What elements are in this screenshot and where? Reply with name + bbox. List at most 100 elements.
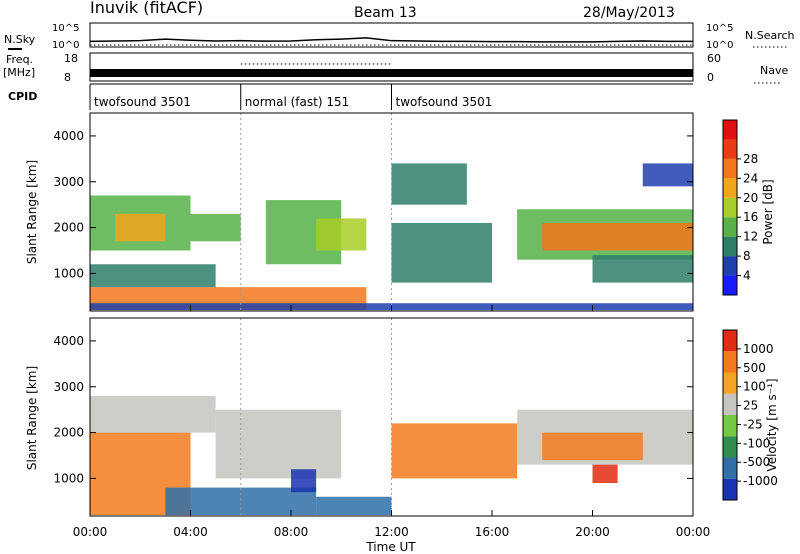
power-colorbar-swatch-1 bbox=[723, 256, 737, 276]
power-yticks: 1000 2000 3000 4000 bbox=[53, 129, 693, 280]
nave-label: Nave bbox=[760, 64, 788, 77]
freq-tick-low: 8 bbox=[64, 71, 71, 84]
freq-label: Freq. bbox=[6, 53, 33, 66]
nave-tick-low: 0 bbox=[707, 71, 714, 84]
power-ytick-label-0: 1000 bbox=[53, 266, 84, 280]
power-ylabel: Slant Range [km] bbox=[25, 160, 39, 264]
velocity-colorbar-tick-label-1: 500 bbox=[743, 361, 766, 375]
velocity-xtick-label-2: 08:00 bbox=[274, 525, 309, 539]
velocity-xtick-label-5: 20:00 bbox=[575, 525, 610, 539]
power-colorbar-tick-label-6: 28 bbox=[743, 152, 758, 166]
power-colorbar-swatch-0 bbox=[723, 275, 737, 295]
noise-panel: N.Sky 10^5 10^0 10^5 10^0 N.Search bbox=[4, 22, 795, 51]
velocity-xtick-label-6: 00:00 bbox=[676, 525, 711, 539]
power-colorbar-swatch-2 bbox=[723, 236, 737, 257]
power-region-8 bbox=[391, 223, 492, 283]
velocity-ytick-label-3: 4000 bbox=[53, 334, 84, 348]
freq-tick-high: 18 bbox=[64, 52, 78, 65]
noise-series-line-0 bbox=[89, 37, 693, 43]
velocity-colorbar-label: Velocity [m s⁻¹] bbox=[765, 378, 779, 471]
velocity-colorbar-swatch-1 bbox=[723, 457, 737, 479]
velocity-xtick-label-1: 04:00 bbox=[173, 525, 208, 539]
velocity-region-1 bbox=[90, 395, 216, 433]
power-colorbar-label: Power [dB] bbox=[761, 179, 775, 244]
velocity-xlabel: Time UT bbox=[365, 540, 416, 554]
power-cells bbox=[90, 113, 693, 311]
power-region-7 bbox=[316, 218, 367, 251]
header: Inuvik (fitACF) Beam 13 28/May/2013 bbox=[90, 0, 675, 21]
cpid-label: CPID bbox=[8, 90, 37, 103]
power-colorbar-swatch-7 bbox=[723, 139, 737, 159]
velocity-region-8 bbox=[542, 432, 643, 461]
power-colorbar-tick-label-2: 12 bbox=[743, 230, 758, 244]
velocity-colorbar-swatch-5 bbox=[723, 372, 737, 394]
velocity-xticks: 00:00 04:00 08:00 12:00 16:00 20:00 00:00 bbox=[73, 305, 711, 539]
velocity-colorbar-swatch-2 bbox=[723, 436, 737, 458]
velocity-colorbar-tick-label-7: -1000 bbox=[743, 474, 778, 488]
power-region-11 bbox=[542, 223, 693, 251]
cpid-panel: CPID twofsound 3501 normal (fast) 151 twof… bbox=[8, 83, 693, 110]
velocity-colorbar-swatch-4 bbox=[723, 393, 737, 415]
velocity-colorbar-tick-label-2: 100 bbox=[743, 380, 766, 394]
power-colorbar-frame bbox=[722, 119, 738, 296]
velocity-xtick-label-3: 12:00 bbox=[374, 525, 409, 539]
freq-unit: [MHz] bbox=[3, 66, 35, 79]
velocity-region-5 bbox=[316, 496, 392, 516]
velocity-region-9 bbox=[592, 464, 618, 483]
station-title: Inuvik (fitACF) bbox=[90, 0, 203, 17]
noise-panel-frame bbox=[89, 22, 694, 48]
power-colorbar-swatch-6 bbox=[723, 158, 737, 179]
cpid-segments: twofsound 3501 normal (fast) 151 twofsound… bbox=[89, 83, 693, 110]
cpid-segment-label-1: normal (fast) 151 bbox=[245, 95, 349, 109]
velocity-ylabel: Slant Range [km] bbox=[25, 366, 39, 470]
freq-panel-frame bbox=[89, 52, 694, 82]
velocity-colorbar-tick-label-3: 25 bbox=[743, 399, 758, 413]
freq-series-band bbox=[90, 69, 693, 77]
velocity-yticks: 1000 2000 3000 4000 bbox=[53, 334, 693, 485]
power-region-13 bbox=[642, 163, 693, 187]
velocity-region-3 bbox=[215, 409, 342, 479]
velocity-region-6 bbox=[391, 423, 518, 479]
power-ytick-label-1: 2000 bbox=[53, 221, 84, 235]
power-colorbar-tick-label-0: 4 bbox=[743, 269, 751, 283]
velocity-colorbar-swatch-7 bbox=[723, 330, 737, 352]
power-colorbar-tick-label-1: 8 bbox=[743, 249, 751, 263]
power-colorbar-swatch-4 bbox=[723, 197, 737, 218]
velocity-colorbar-swatch-6 bbox=[723, 351, 737, 373]
power-panel: Slant Range [km] 1000 2000 3000 4000 4 8 12 16… bbox=[25, 112, 775, 312]
freq-panel: Freq. [MHz] 18 8 60 0 Nave bbox=[3, 52, 788, 84]
velocity-colorbar-tick-label-5: -100 bbox=[743, 436, 770, 450]
velocity-colorbar-tick-label-6: -500 bbox=[743, 455, 770, 469]
velocity-xtick-label-4: 16:00 bbox=[475, 525, 510, 539]
cpid-segment-label-0: twofsound 3501 bbox=[94, 95, 191, 109]
power-colorbar-swatch-5 bbox=[723, 178, 737, 198]
power-colorbar-swatch-3 bbox=[723, 217, 737, 237]
power-colorbar-swatch-8 bbox=[723, 120, 737, 140]
power-ytick-label-2: 3000 bbox=[53, 175, 84, 189]
power-colorbar-tick-label-3: 16 bbox=[743, 210, 758, 224]
velocity-cells bbox=[90, 318, 693, 516]
nsky-tick-high: 10^5 bbox=[52, 23, 79, 34]
freq-series bbox=[90, 63, 693, 77]
cpid-segment-label-2: twofsound 3501 bbox=[396, 95, 493, 109]
velocity-xtick-label-0: 00:00 bbox=[73, 525, 108, 539]
nsearch-label: N.Search bbox=[745, 29, 795, 42]
power-region-9 bbox=[391, 163, 467, 205]
nsky-tick-low: 10^0 bbox=[52, 40, 79, 51]
velocity-colorbar-swatch-0 bbox=[723, 478, 737, 500]
velocity-colorbar-swatch-3 bbox=[723, 415, 737, 437]
velocity-colorbar-frame bbox=[722, 329, 738, 501]
power-region-4 bbox=[115, 213, 166, 242]
power-colorbar-tick-label-4: 20 bbox=[743, 191, 758, 205]
velocity-colorbar: 1000 500 100 25 -25 -100 -500 -1000 bbox=[722, 329, 778, 501]
noise-series bbox=[89, 37, 693, 46]
velocity-ytick-label-0: 1000 bbox=[53, 471, 84, 485]
nsearch-tick-low: 10^0 bbox=[706, 40, 733, 51]
power-region-5 bbox=[190, 213, 241, 242]
beam-label: Beam 13 bbox=[354, 5, 417, 21]
nsearch-tick-high: 10^5 bbox=[706, 23, 733, 34]
power-colorbar: 4 8 12 16 20 24 28 bbox=[722, 119, 758, 296]
nsky-label: N.Sky bbox=[4, 33, 36, 46]
